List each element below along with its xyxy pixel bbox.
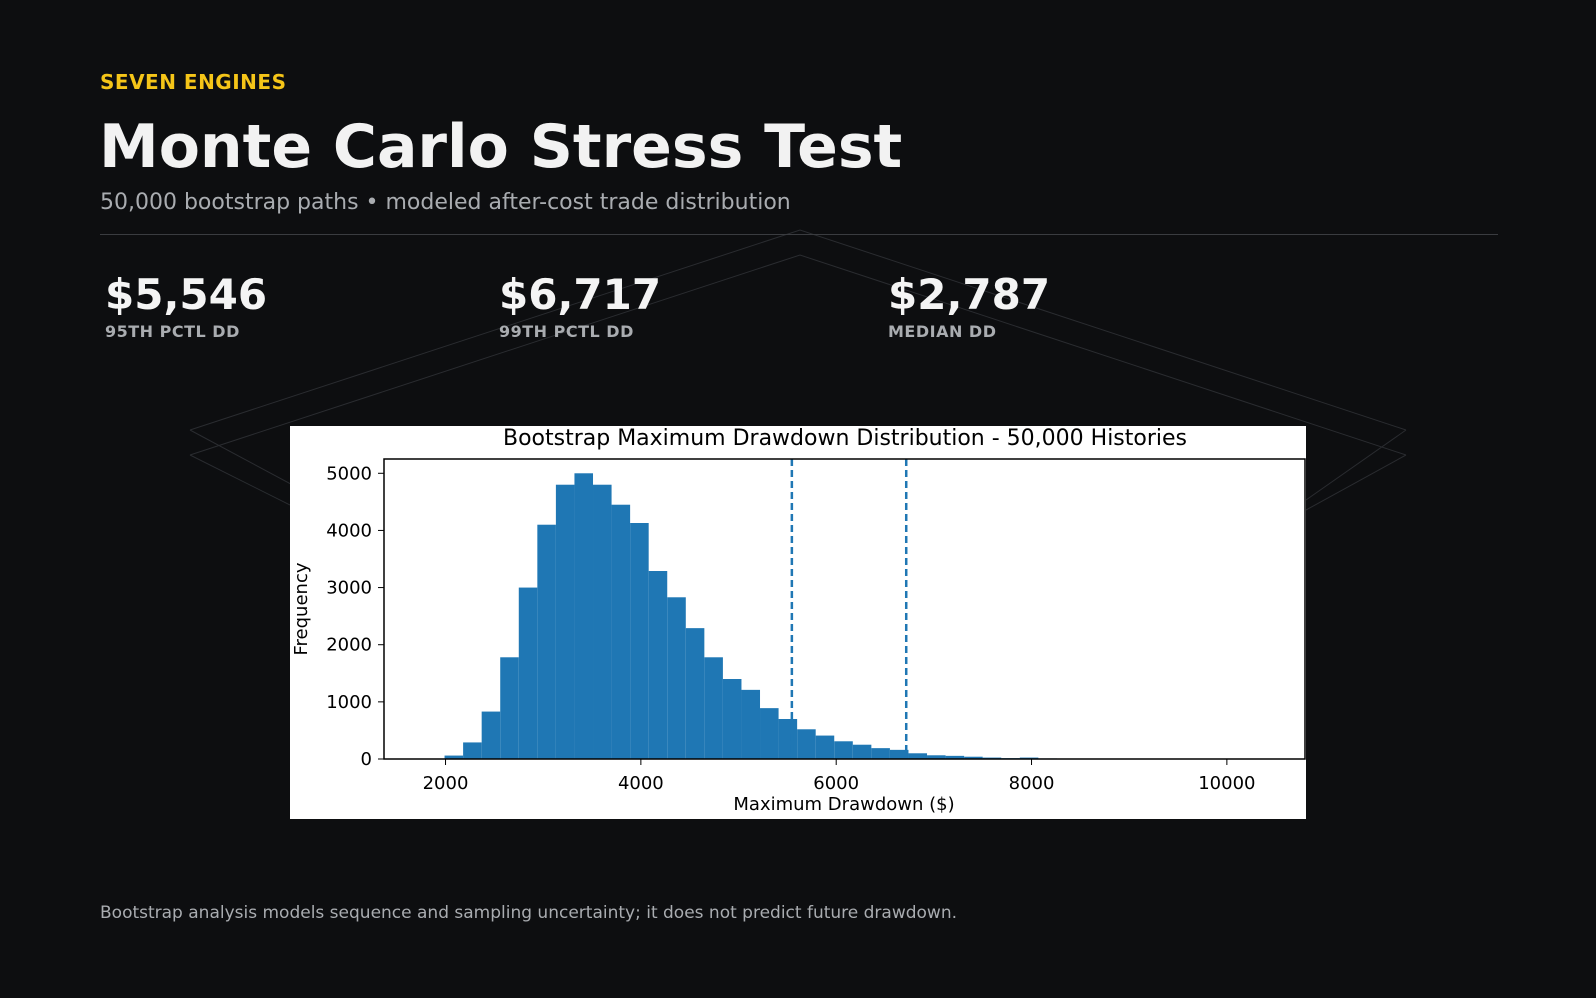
histogram-bar	[834, 741, 853, 759]
histogram-bar	[927, 755, 946, 759]
histogram-bar	[815, 735, 835, 759]
histogram-bar	[760, 708, 779, 759]
y-tick-label: 3000	[326, 578, 372, 599]
stat-value: $6,717	[499, 270, 662, 319]
chart-panel: Bootstrap Maximum Drawdown Distribution …	[290, 426, 1306, 819]
x-tick-label: 4000	[618, 773, 664, 794]
histogram-bar	[722, 679, 742, 759]
histogram-bar	[648, 571, 668, 759]
histogram-chart: Bootstrap Maximum Drawdown Distribution …	[291, 426, 1306, 815]
chart-title: Bootstrap Maximum Drawdown Distribution …	[503, 426, 1187, 451]
stat-label: 99TH PCTL DD	[499, 322, 634, 341]
stat-median: $2,787 MEDIAN DD	[888, 270, 1050, 341]
histogram-bar	[797, 729, 816, 759]
stat-label: MEDIAN DD	[888, 322, 997, 341]
brand-eyebrow: SEVEN ENGINES	[100, 70, 287, 94]
histogram-bar	[667, 597, 686, 759]
plot-frame	[383, 458, 1306, 760]
y-tick-label: 1000	[326, 692, 372, 713]
y-tick-label: 5000	[326, 463, 372, 484]
page-title: Monte Carlo Stress Test	[99, 112, 903, 182]
x-tick-label: 10000	[1198, 773, 1255, 794]
x-axis-label: Maximum Drawdown ($)	[733, 794, 954, 815]
x-tick-label: 6000	[813, 773, 859, 794]
histogram-bar	[945, 755, 965, 759]
page-subtitle: 50,000 bootstrap paths • modeled after-c…	[100, 190, 791, 215]
histogram-bar	[630, 523, 649, 759]
histogram-bar	[778, 719, 798, 759]
histogram-bar	[611, 504, 631, 759]
stat-value: $5,546	[105, 270, 268, 319]
histogram-bar	[908, 753, 928, 759]
stat-95th-percentile: $5,546 95TH PCTL DD	[105, 270, 267, 341]
x-tick-label: 2000	[423, 773, 469, 794]
histogram-bar	[593, 484, 612, 759]
histogram-bar	[537, 524, 556, 759]
histogram-bar	[852, 744, 872, 759]
histogram-bar	[518, 587, 538, 759]
histogram-bar	[741, 689, 761, 759]
histogram-bar	[463, 742, 482, 759]
y-tick-label: 0	[361, 749, 372, 770]
stat-value: $2,787	[888, 270, 1051, 319]
histogram-bar	[889, 749, 909, 759]
histogram-bar	[500, 657, 519, 759]
histogram-bar	[964, 756, 983, 759]
histogram-bar	[685, 628, 705, 759]
histogram-bar	[481, 711, 501, 759]
stat-99th-percentile: $6,717 99TH PCTL DD	[499, 270, 661, 341]
histogram-bar	[871, 748, 890, 759]
header-divider	[100, 234, 1498, 235]
histogram-bar	[704, 657, 723, 759]
x-tick-label: 8000	[1009, 773, 1055, 794]
y-tick-label: 4000	[326, 520, 372, 541]
stat-label: 95TH PCTL DD	[105, 322, 240, 341]
footnote: Bootstrap analysis models sequence and s…	[100, 903, 958, 923]
histogram-bar	[555, 484, 575, 759]
y-axis-label: Frequency	[291, 562, 312, 655]
histogram-bar	[444, 755, 464, 759]
y-tick-label: 2000	[326, 635, 372, 656]
histogram-bar	[574, 473, 594, 759]
